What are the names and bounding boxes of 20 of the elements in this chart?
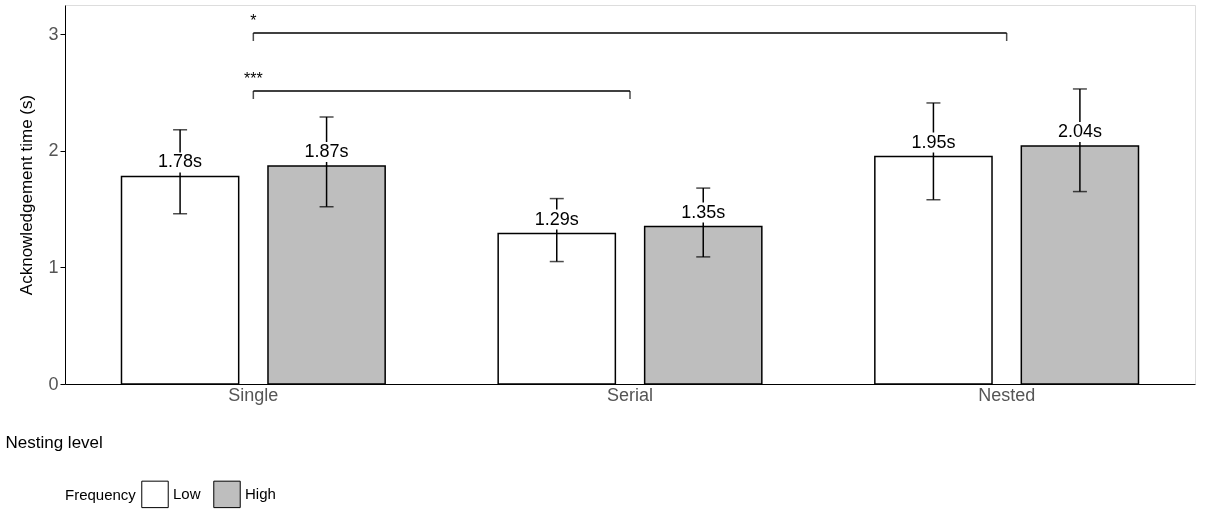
data-label: 1.95s	[911, 131, 956, 152]
legend-title: Frequency	[65, 486, 137, 503]
data-label: 1.35s	[681, 201, 726, 222]
legend-label: High	[245, 485, 276, 503]
data-label: 2.04s	[1057, 121, 1102, 142]
data-label: 1.87s	[304, 140, 349, 161]
y-axis-title: Acknowledgement time (s)	[17, 94, 37, 296]
y-tick-label: 0	[48, 373, 59, 394]
y-tick-label: 3	[48, 23, 59, 44]
y-tick-label: 1	[48, 256, 59, 277]
annotation: ***	[243, 70, 263, 87]
y-tick-label: 2	[48, 140, 59, 161]
data-label: 1.29s	[534, 208, 579, 229]
x-tick-label: Single	[228, 384, 279, 405]
legend-label: Low	[173, 485, 201, 503]
x-tick-label: Nested	[978, 384, 1036, 405]
annotation: *	[250, 12, 257, 29]
data-label: 1.78s	[158, 151, 203, 172]
x-tick-label: Serial	[606, 384, 654, 405]
x-axis-title: Nesting level	[5, 432, 103, 452]
